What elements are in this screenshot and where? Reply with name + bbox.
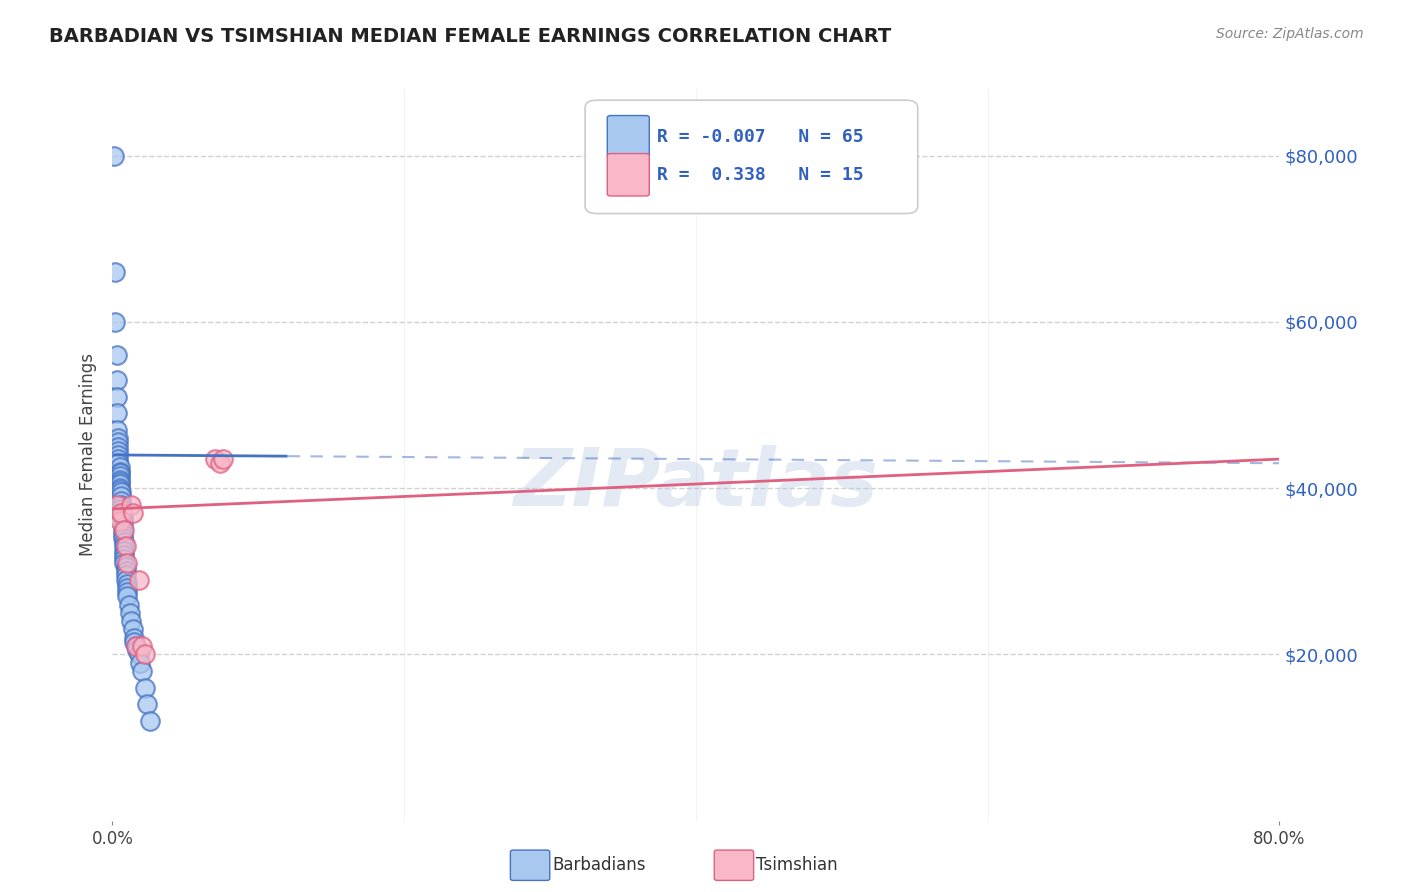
Point <box>110 502 132 516</box>
Point <box>111 518 134 533</box>
FancyBboxPatch shape <box>607 116 650 158</box>
Point <box>115 581 138 595</box>
Point <box>108 477 131 491</box>
Point <box>112 551 135 566</box>
Point <box>111 508 134 522</box>
Point <box>122 623 145 637</box>
Point <box>128 573 150 587</box>
Point <box>125 639 148 653</box>
Point <box>105 390 128 404</box>
Point <box>107 448 129 462</box>
Point <box>131 664 153 678</box>
Text: R =  0.338   N = 15: R = 0.338 N = 15 <box>658 166 865 184</box>
Y-axis label: Median Female Earnings: Median Female Earnings <box>79 353 97 557</box>
Point <box>110 485 132 500</box>
Point <box>134 648 156 662</box>
Text: ZIPatlas: ZIPatlas <box>513 445 879 524</box>
Point <box>105 406 128 420</box>
Point <box>209 456 232 470</box>
Point <box>128 648 150 662</box>
Point <box>110 490 132 504</box>
Point <box>112 535 135 549</box>
Point <box>204 452 226 467</box>
Point <box>111 515 134 529</box>
Point <box>108 475 131 489</box>
Text: R = -0.007   N = 65: R = -0.007 N = 65 <box>658 128 865 145</box>
Point <box>114 573 136 587</box>
Point <box>129 656 152 670</box>
Point <box>115 589 138 603</box>
Point <box>120 498 142 512</box>
Point <box>136 698 159 712</box>
Point <box>105 423 128 437</box>
Point <box>118 606 141 620</box>
Point <box>117 598 139 612</box>
Text: Source: ZipAtlas.com: Source: ZipAtlas.com <box>1216 27 1364 41</box>
Point <box>105 348 128 362</box>
Text: BARBADIAN VS TSIMSHIAN MEDIAN FEMALE EARNINGS CORRELATION CHART: BARBADIAN VS TSIMSHIAN MEDIAN FEMALE EAR… <box>49 27 891 45</box>
Point <box>115 585 138 599</box>
Point <box>124 631 146 645</box>
Point <box>125 639 148 653</box>
Point <box>111 531 134 545</box>
Point <box>107 435 129 450</box>
Point <box>120 614 142 628</box>
Point <box>110 498 132 512</box>
Text: Tsimshian: Tsimshian <box>756 856 838 874</box>
FancyBboxPatch shape <box>585 100 918 213</box>
Point <box>110 493 132 508</box>
Point <box>112 543 135 558</box>
Point <box>115 556 138 570</box>
Point <box>112 539 135 553</box>
Text: Barbadians: Barbadians <box>553 856 647 874</box>
Point <box>122 506 145 520</box>
Point <box>115 576 138 591</box>
Point <box>111 510 134 524</box>
Point <box>112 523 135 537</box>
Point <box>114 564 136 578</box>
Point <box>108 481 131 495</box>
Point <box>105 498 128 512</box>
Point <box>104 315 127 329</box>
Point <box>104 265 127 279</box>
Point <box>110 506 132 520</box>
Point <box>108 473 131 487</box>
Point <box>112 556 135 570</box>
Point <box>108 465 131 479</box>
Point <box>105 373 128 387</box>
Point <box>107 440 129 454</box>
Point <box>107 443 129 458</box>
Point <box>111 523 134 537</box>
Point <box>114 568 136 582</box>
Point <box>107 431 129 445</box>
Point <box>111 527 134 541</box>
Point <box>131 639 153 653</box>
Point <box>134 681 156 695</box>
Point <box>212 452 235 467</box>
Point <box>139 714 162 728</box>
Point <box>108 460 131 475</box>
Point <box>103 149 125 163</box>
FancyBboxPatch shape <box>607 153 650 196</box>
Point <box>114 560 136 574</box>
Point <box>108 466 131 480</box>
Point <box>108 483 131 497</box>
Point <box>110 506 132 520</box>
Point <box>124 635 146 649</box>
Point <box>108 468 131 483</box>
Point <box>114 539 136 553</box>
Point <box>107 452 129 467</box>
Point <box>127 643 149 657</box>
Point <box>108 515 131 529</box>
Point <box>112 548 135 562</box>
Point <box>107 456 129 470</box>
